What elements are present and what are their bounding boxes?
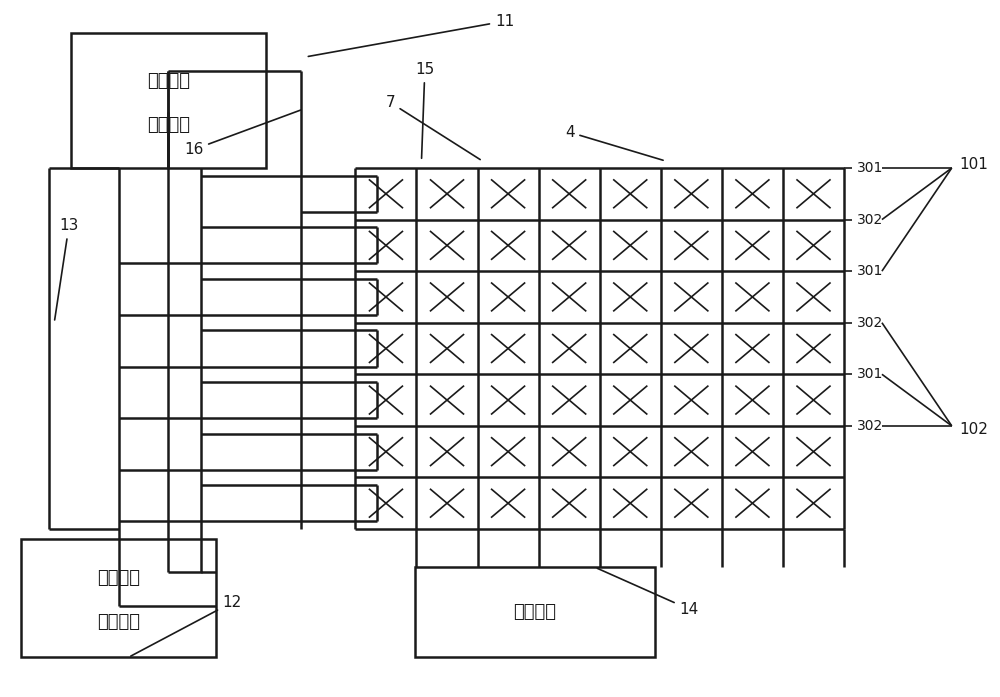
Text: 检测电路: 检测电路 xyxy=(513,604,556,621)
Text: 301: 301 xyxy=(857,161,883,175)
Text: 7: 7 xyxy=(385,95,480,160)
Text: 301: 301 xyxy=(857,264,883,278)
Text: 302: 302 xyxy=(857,316,883,330)
Text: 11: 11 xyxy=(308,14,514,56)
Bar xyxy=(415,567,655,657)
Text: 301: 301 xyxy=(857,367,883,381)
Text: 16: 16 xyxy=(184,110,301,157)
Text: 302: 302 xyxy=(857,213,883,227)
Text: 驱动电路: 驱动电路 xyxy=(97,613,140,631)
Text: 驱动电路: 驱动电路 xyxy=(147,116,190,134)
Text: 触控扫描: 触控扫描 xyxy=(97,569,140,588)
Bar xyxy=(21,539,216,657)
Text: 4: 4 xyxy=(565,125,663,160)
Text: 102: 102 xyxy=(960,422,989,437)
Text: 302: 302 xyxy=(857,419,883,433)
Bar xyxy=(71,33,266,168)
Text: 14: 14 xyxy=(597,568,699,617)
Text: 15: 15 xyxy=(415,62,434,158)
Text: 13: 13 xyxy=(55,218,79,320)
Text: 101: 101 xyxy=(960,157,989,172)
Text: 触控开关: 触控开关 xyxy=(147,72,190,91)
Text: 12: 12 xyxy=(131,595,242,656)
